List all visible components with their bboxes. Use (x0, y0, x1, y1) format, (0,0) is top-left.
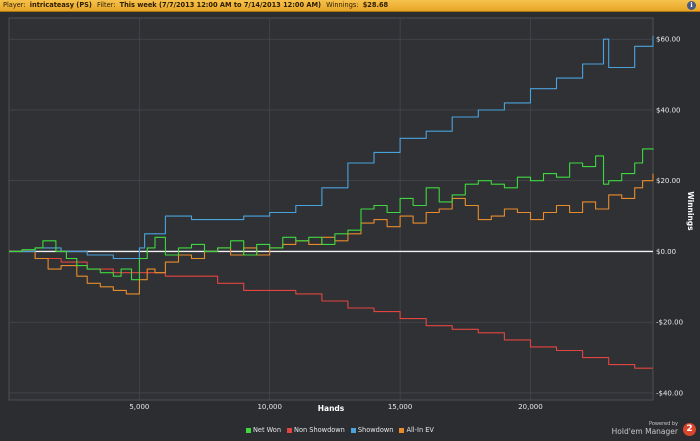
report-header-bar: Player: intricateasy (PS) Filter: This w… (0, 0, 700, 12)
legend-label: Net Won (253, 426, 282, 434)
legend-swatch (287, 427, 293, 433)
winnings-label: Winnings: (326, 1, 359, 9)
legend-item-net-won[interactable]: Net Won (246, 426, 281, 434)
legend-label: All-In EV (406, 426, 434, 434)
legend-item-all-in-ev[interactable]: All-In EV (399, 426, 434, 434)
info-icon[interactable]: i (687, 1, 696, 10)
x-tick-label: 10,000 (257, 403, 282, 411)
holdem-manager-logo-icon: 2 (683, 423, 696, 436)
winnings-graph: 5,000 10,000 15,000 20,000 $60.00 $40.00 $20.0… (8, 17, 695, 413)
series-line-non-showdown (9, 250, 653, 369)
legend-item-non-showdown[interactable]: Non Showdown (287, 426, 345, 434)
product-name: Hold'em Manager (611, 427, 678, 436)
filter-value: This week (7/7/2013 12:00 AM to 7/14/201… (119, 1, 322, 9)
y-tick-label: $0.00 (656, 248, 676, 256)
powered-by-text: Powered by (649, 421, 678, 427)
y-tick-label: -$40.00 (656, 389, 683, 397)
series-line-net-won (9, 148, 654, 281)
player-label: Player: (3, 1, 26, 9)
y-tick-label: -$20.00 (656, 319, 683, 327)
y-tick-label: $60.00 (656, 36, 681, 44)
plot-area (8, 17, 654, 401)
legend-item-showdown[interactable]: Showdown (350, 426, 394, 434)
winnings-value: $28.68 (362, 1, 389, 9)
x-axis-label: Hands (318, 404, 345, 413)
x-tick-label: 5,000 (129, 403, 149, 411)
legend-swatch (399, 427, 405, 433)
legend-swatch (246, 427, 251, 433)
series-line-showdown (9, 35, 654, 260)
branding: Powered by Hold'em Manager (612, 421, 678, 436)
chart-legend: Net Won Non Showdown Showdown All-In EV (246, 426, 440, 434)
filter-label: Filter: (97, 1, 116, 9)
y-tick-label: $20.00 (656, 177, 681, 185)
series-group (9, 35, 654, 369)
legend-swatch (350, 427, 356, 433)
x-tick-label: 15,000 (388, 403, 413, 411)
legend-label: Non Showdown (294, 426, 345, 434)
player-value: intricateasy (PS) (29, 1, 92, 9)
legend-label: Showdown (357, 426, 394, 434)
y-tick-label: $40.00 (656, 106, 681, 114)
tick-labels: 5,000 10,000 15,000 20,000 $60.00 $40.00 $20.0… (129, 36, 683, 411)
y-axis-label: Winnings (686, 191, 695, 231)
x-tick-label: 20,000 (518, 403, 543, 411)
grid-lines (9, 18, 653, 400)
